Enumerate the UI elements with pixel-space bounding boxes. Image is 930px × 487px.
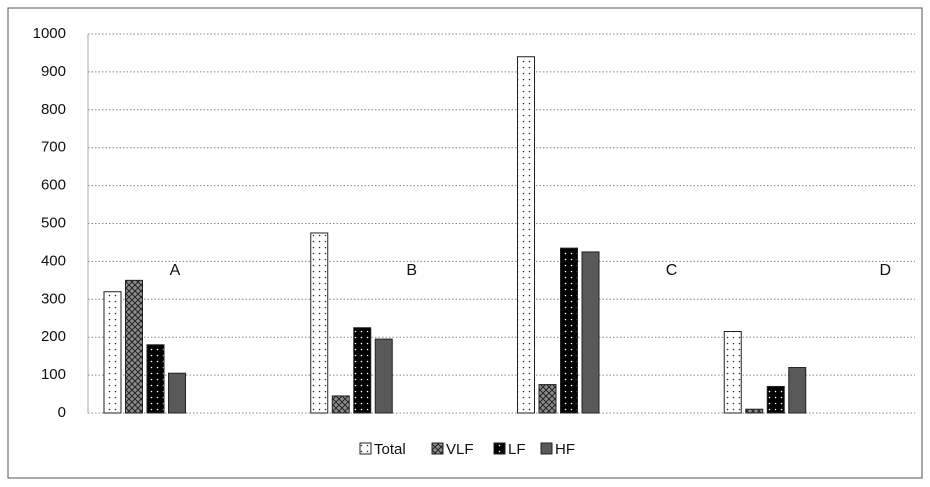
category-label: B (406, 262, 417, 279)
y-tick-label: 600 (41, 177, 66, 194)
legend-label: VLF (446, 441, 474, 458)
y-tick-label: 100 (41, 366, 66, 383)
category-label: C (666, 262, 678, 279)
y-tick-label: 500 (41, 214, 66, 231)
y-tick-label: 0 (58, 404, 66, 421)
bar (353, 327, 372, 414)
bar (538, 384, 557, 414)
legend-swatch (540, 442, 553, 455)
y-tick-label: 1000 (33, 25, 66, 42)
legend-swatch (493, 442, 506, 455)
category-label: A (170, 262, 181, 279)
y-tick-label: 800 (41, 101, 66, 118)
legend-swatch (359, 442, 372, 455)
bar (560, 247, 578, 414)
y-tick-label: 200 (41, 328, 66, 345)
bar (103, 291, 122, 414)
bar (125, 279, 143, 414)
bar (723, 331, 742, 414)
y-tick-label: 900 (41, 63, 66, 80)
bar (168, 372, 186, 414)
category-label: D (879, 262, 891, 279)
legend-label: LF (508, 441, 526, 458)
bar (146, 344, 165, 414)
legend-swatch (431, 442, 444, 455)
y-tick-label: 300 (41, 290, 66, 307)
bar (310, 232, 329, 414)
chart-frame (7, 7, 923, 479)
bar (517, 56, 535, 414)
bar (788, 367, 807, 414)
y-tick-label: 400 (41, 252, 66, 269)
bar (374, 338, 393, 414)
bar (745, 408, 764, 414)
bar (331, 395, 350, 414)
bar (766, 385, 785, 414)
y-tick-label: 700 (41, 139, 66, 156)
bar (581, 251, 600, 414)
legend-label: Total (374, 441, 406, 458)
legend-label: HF (555, 441, 575, 458)
